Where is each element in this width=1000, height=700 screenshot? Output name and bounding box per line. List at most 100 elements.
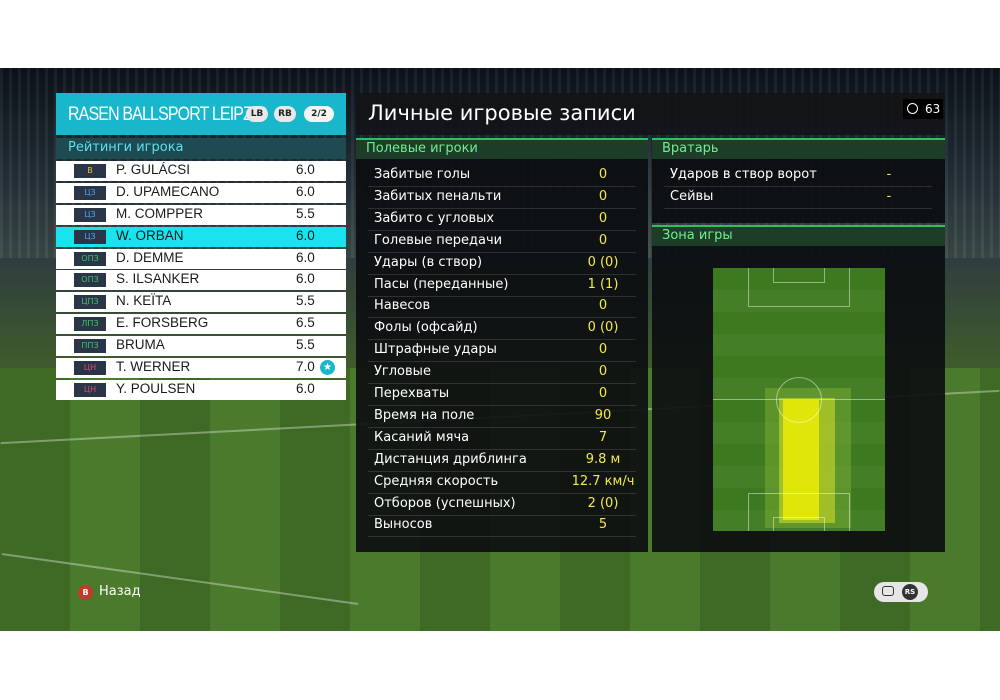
player-row[interactable]: ЦЗ M. COMPPER 5.5 — [56, 204, 346, 225]
player-rating: 5.5 — [296, 293, 315, 309]
stat-label: Удары (в створ) — [374, 254, 483, 270]
player-position-badge: ЦПЗ — [74, 295, 106, 310]
player-name: E. FORSBERG — [116, 315, 209, 331]
player-row[interactable]: ППЗ BRUMA 5.5 — [56, 336, 346, 357]
stat-row: Время на поле 90 — [368, 406, 636, 428]
player-rating: 7.0 — [296, 359, 315, 375]
stat-value: 7 — [598, 429, 608, 445]
stat-row: Забитых пенальти 0 — [368, 187, 636, 209]
player-rating: 6.0 — [296, 183, 315, 199]
stat-value: 0 — [598, 298, 608, 314]
player-rating: 6.0 — [296, 271, 315, 287]
center-circle — [776, 377, 822, 423]
stat-label: Навесов — [374, 298, 431, 314]
player-name: BRUMA — [116, 337, 165, 353]
player-row[interactable]: ЦПЗ N. KEÏTA 5.5 — [56, 292, 346, 313]
star-icon: ★ — [320, 360, 335, 376]
player-row[interactable]: ОПЗ S. ILSANKER 6.0 — [56, 270, 346, 291]
stat-value: 0 — [598, 167, 608, 182]
gk-stat-value: - — [886, 189, 892, 204]
player-row[interactable]: ЦЗ D. UPAMECANO 6.0 — [56, 182, 346, 203]
team-name: RASEN BALLSPORT LEIPZIG — [68, 104, 268, 125]
player-name: Y. POULSEN — [116, 380, 196, 396]
stat-row: Голевые передачи 0 — [368, 231, 636, 253]
field-player-stats-panel: Полевые игроки Забитые голы 0 Забитых пена… — [356, 138, 648, 552]
player-rating: 6.0 — [296, 249, 315, 265]
stat-row: Выносов 5 — [368, 515, 636, 538]
chat-rs-control[interactable]: RS — [874, 582, 928, 602]
player-position-badge: ЦН — [74, 382, 106, 397]
top-goal-area — [773, 268, 825, 283]
player-rating: 6.0 — [296, 380, 315, 396]
stat-value: 90 — [594, 407, 612, 423]
player-row[interactable]: ЛПЗ E. FORSBERG 6.5 — [56, 314, 346, 335]
player-row[interactable]: ЦН Y. POULSEN 6.0 — [56, 379, 346, 400]
game-screen: RASEN BALLSPORT LEIPZIG LB RB 2/2 Рейтин… — [0, 68, 1000, 631]
player-name: P. GULÁCSI — [116, 162, 191, 177]
player-rating: 5.5 — [296, 205, 315, 221]
player-rating: 5.5 — [296, 337, 315, 353]
player-rating: 6.0 — [296, 162, 315, 177]
stat-value: 1 (1) — [587, 276, 619, 292]
top-penalty-area — [748, 268, 850, 307]
stat-label: Касаний мяча — [374, 429, 470, 445]
back-label[interactable]: Назад — [99, 584, 141, 599]
stat-label: Забитые голы — [374, 167, 471, 182]
play-zone-panel: Зона игры — [652, 225, 945, 552]
team-header: RASEN BALLSPORT LEIPZIG LB RB 2/2 — [56, 93, 346, 135]
page-title: Личные игровые записи — [368, 101, 636, 125]
gk-stat-label: Сейвы — [670, 189, 714, 204]
player-position-badge: ЛПЗ — [74, 317, 106, 332]
chat-icon — [882, 586, 894, 596]
player-position-badge: ЦЗ — [74, 185, 106, 200]
stat-value: 0 — [598, 188, 608, 204]
player-position-badge: ЦЗ — [74, 229, 106, 244]
stat-label: Дистанция дриблинга — [374, 451, 527, 467]
stat-row: Фолы (офсайд) 0 (0) — [368, 318, 636, 341]
player-row[interactable]: ОПЗ D. DEMME 6.0 — [56, 248, 346, 269]
lb-button[interactable]: LB — [246, 106, 268, 122]
player-row[interactable]: ЦЗ W. ORBAN 6.0 — [56, 226, 346, 247]
stat-label: Отборов (успешных) — [374, 495, 516, 511]
stat-row: Средняя скорость 12.7 км/ч — [368, 472, 636, 494]
stat-value: 9.8 м — [585, 451, 621, 467]
stat-label: Забитых пенальти — [374, 188, 502, 204]
rb-button[interactable]: RB — [274, 106, 296, 122]
pitch-line — [1, 552, 359, 606]
play-zone-title: Зона игры — [662, 228, 733, 243]
stat-value: 0 — [598, 342, 608, 358]
stat-row: Забито с угловых 0 — [368, 209, 636, 231]
player-list: В P. GULÁCSI 6.0 ЦЗ D. UPAMECANO 6.0 ЦЗ M. COMP… — [56, 161, 346, 402]
stat-value: 12.7 км/ч — [571, 473, 635, 489]
stat-label: Угловые — [374, 364, 431, 380]
stat-value: 0 — [598, 210, 608, 226]
heatmap-pitch — [713, 268, 885, 531]
stat-label: Время на поле — [374, 407, 475, 423]
player-row[interactable]: ЦН T. WERNER 7.0 ★ — [56, 358, 346, 379]
player-position-badge: ЦН — [74, 361, 106, 376]
player-name: T. WERNER — [116, 359, 191, 375]
stat-label: Фолы (офсайд) — [374, 320, 478, 336]
stat-row: Отборов (успешных) 2 (0) — [368, 494, 636, 516]
ratings-title: Рейтинги игрока — [68, 140, 184, 155]
player-name: D. DEMME — [116, 249, 184, 265]
clock-icon — [907, 103, 918, 114]
stat-label: Средняя скорость — [374, 473, 499, 489]
player-position-badge: ЦЗ — [74, 207, 106, 222]
timer-value: 63 — [925, 102, 941, 116]
goalkeeper-stats-panel: Вратарь Ударов в створ ворот - Сейвы - — [652, 138, 945, 223]
stat-row: Перехваты 0 — [368, 384, 636, 406]
player-row[interactable]: В P. GULÁCSI 6.0 — [56, 161, 346, 181]
b-button-icon[interactable]: B — [78, 585, 93, 600]
bottom-goal-area — [773, 517, 825, 531]
gk-stat-row: Ударов в створ ворот - — [664, 165, 932, 187]
player-rating: 6.5 — [296, 315, 315, 331]
rs-button-icon[interactable]: RS — [902, 584, 918, 600]
player-position-badge: ОПЗ — [74, 251, 106, 266]
stat-label: Забито с угловых — [374, 210, 495, 226]
field-players-header: Полевые игроки — [356, 138, 648, 159]
play-zone-header: Зона игры — [652, 225, 945, 246]
bottom-penalty-area — [748, 493, 850, 531]
goalkeeper-title: Вратарь — [662, 141, 719, 156]
player-position-badge: ППЗ — [74, 339, 106, 354]
